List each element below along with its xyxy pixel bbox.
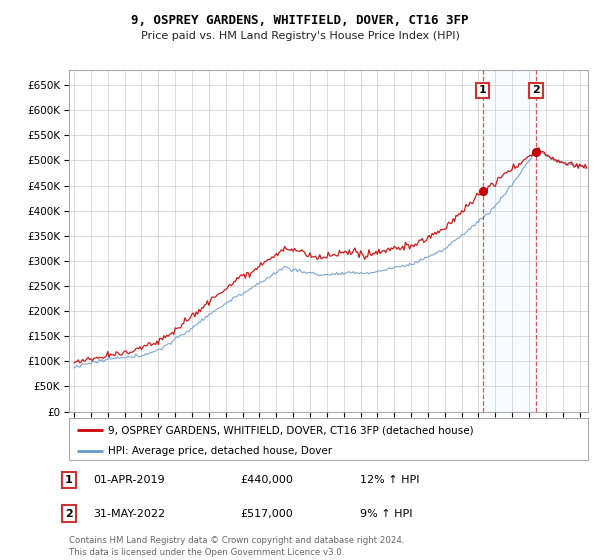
Text: 2: 2 bbox=[532, 85, 540, 95]
Text: 9% ↑ HPI: 9% ↑ HPI bbox=[360, 508, 413, 519]
Text: 1: 1 bbox=[479, 85, 487, 95]
Bar bbox=[482, 70, 536, 412]
Text: 9, OSPREY GARDENS, WHITFIELD, DOVER, CT16 3FP (detached house): 9, OSPREY GARDENS, WHITFIELD, DOVER, CT1… bbox=[108, 425, 473, 435]
Text: £440,000: £440,000 bbox=[240, 475, 293, 485]
Text: 9, OSPREY GARDENS, WHITFIELD, DOVER, CT16 3FP: 9, OSPREY GARDENS, WHITFIELD, DOVER, CT1… bbox=[131, 14, 469, 27]
Text: Contains HM Land Registry data © Crown copyright and database right 2024.
This d: Contains HM Land Registry data © Crown c… bbox=[69, 536, 404, 557]
Text: Price paid vs. HM Land Registry's House Price Index (HPI): Price paid vs. HM Land Registry's House … bbox=[140, 31, 460, 41]
Text: 1: 1 bbox=[65, 475, 73, 485]
Text: 01-APR-2019: 01-APR-2019 bbox=[93, 475, 164, 485]
Text: 31-MAY-2022: 31-MAY-2022 bbox=[93, 508, 165, 519]
Text: 12% ↑ HPI: 12% ↑ HPI bbox=[360, 475, 419, 485]
Text: 2: 2 bbox=[65, 508, 73, 519]
Text: HPI: Average price, detached house, Dover: HPI: Average price, detached house, Dove… bbox=[108, 446, 332, 456]
Text: £517,000: £517,000 bbox=[240, 508, 293, 519]
